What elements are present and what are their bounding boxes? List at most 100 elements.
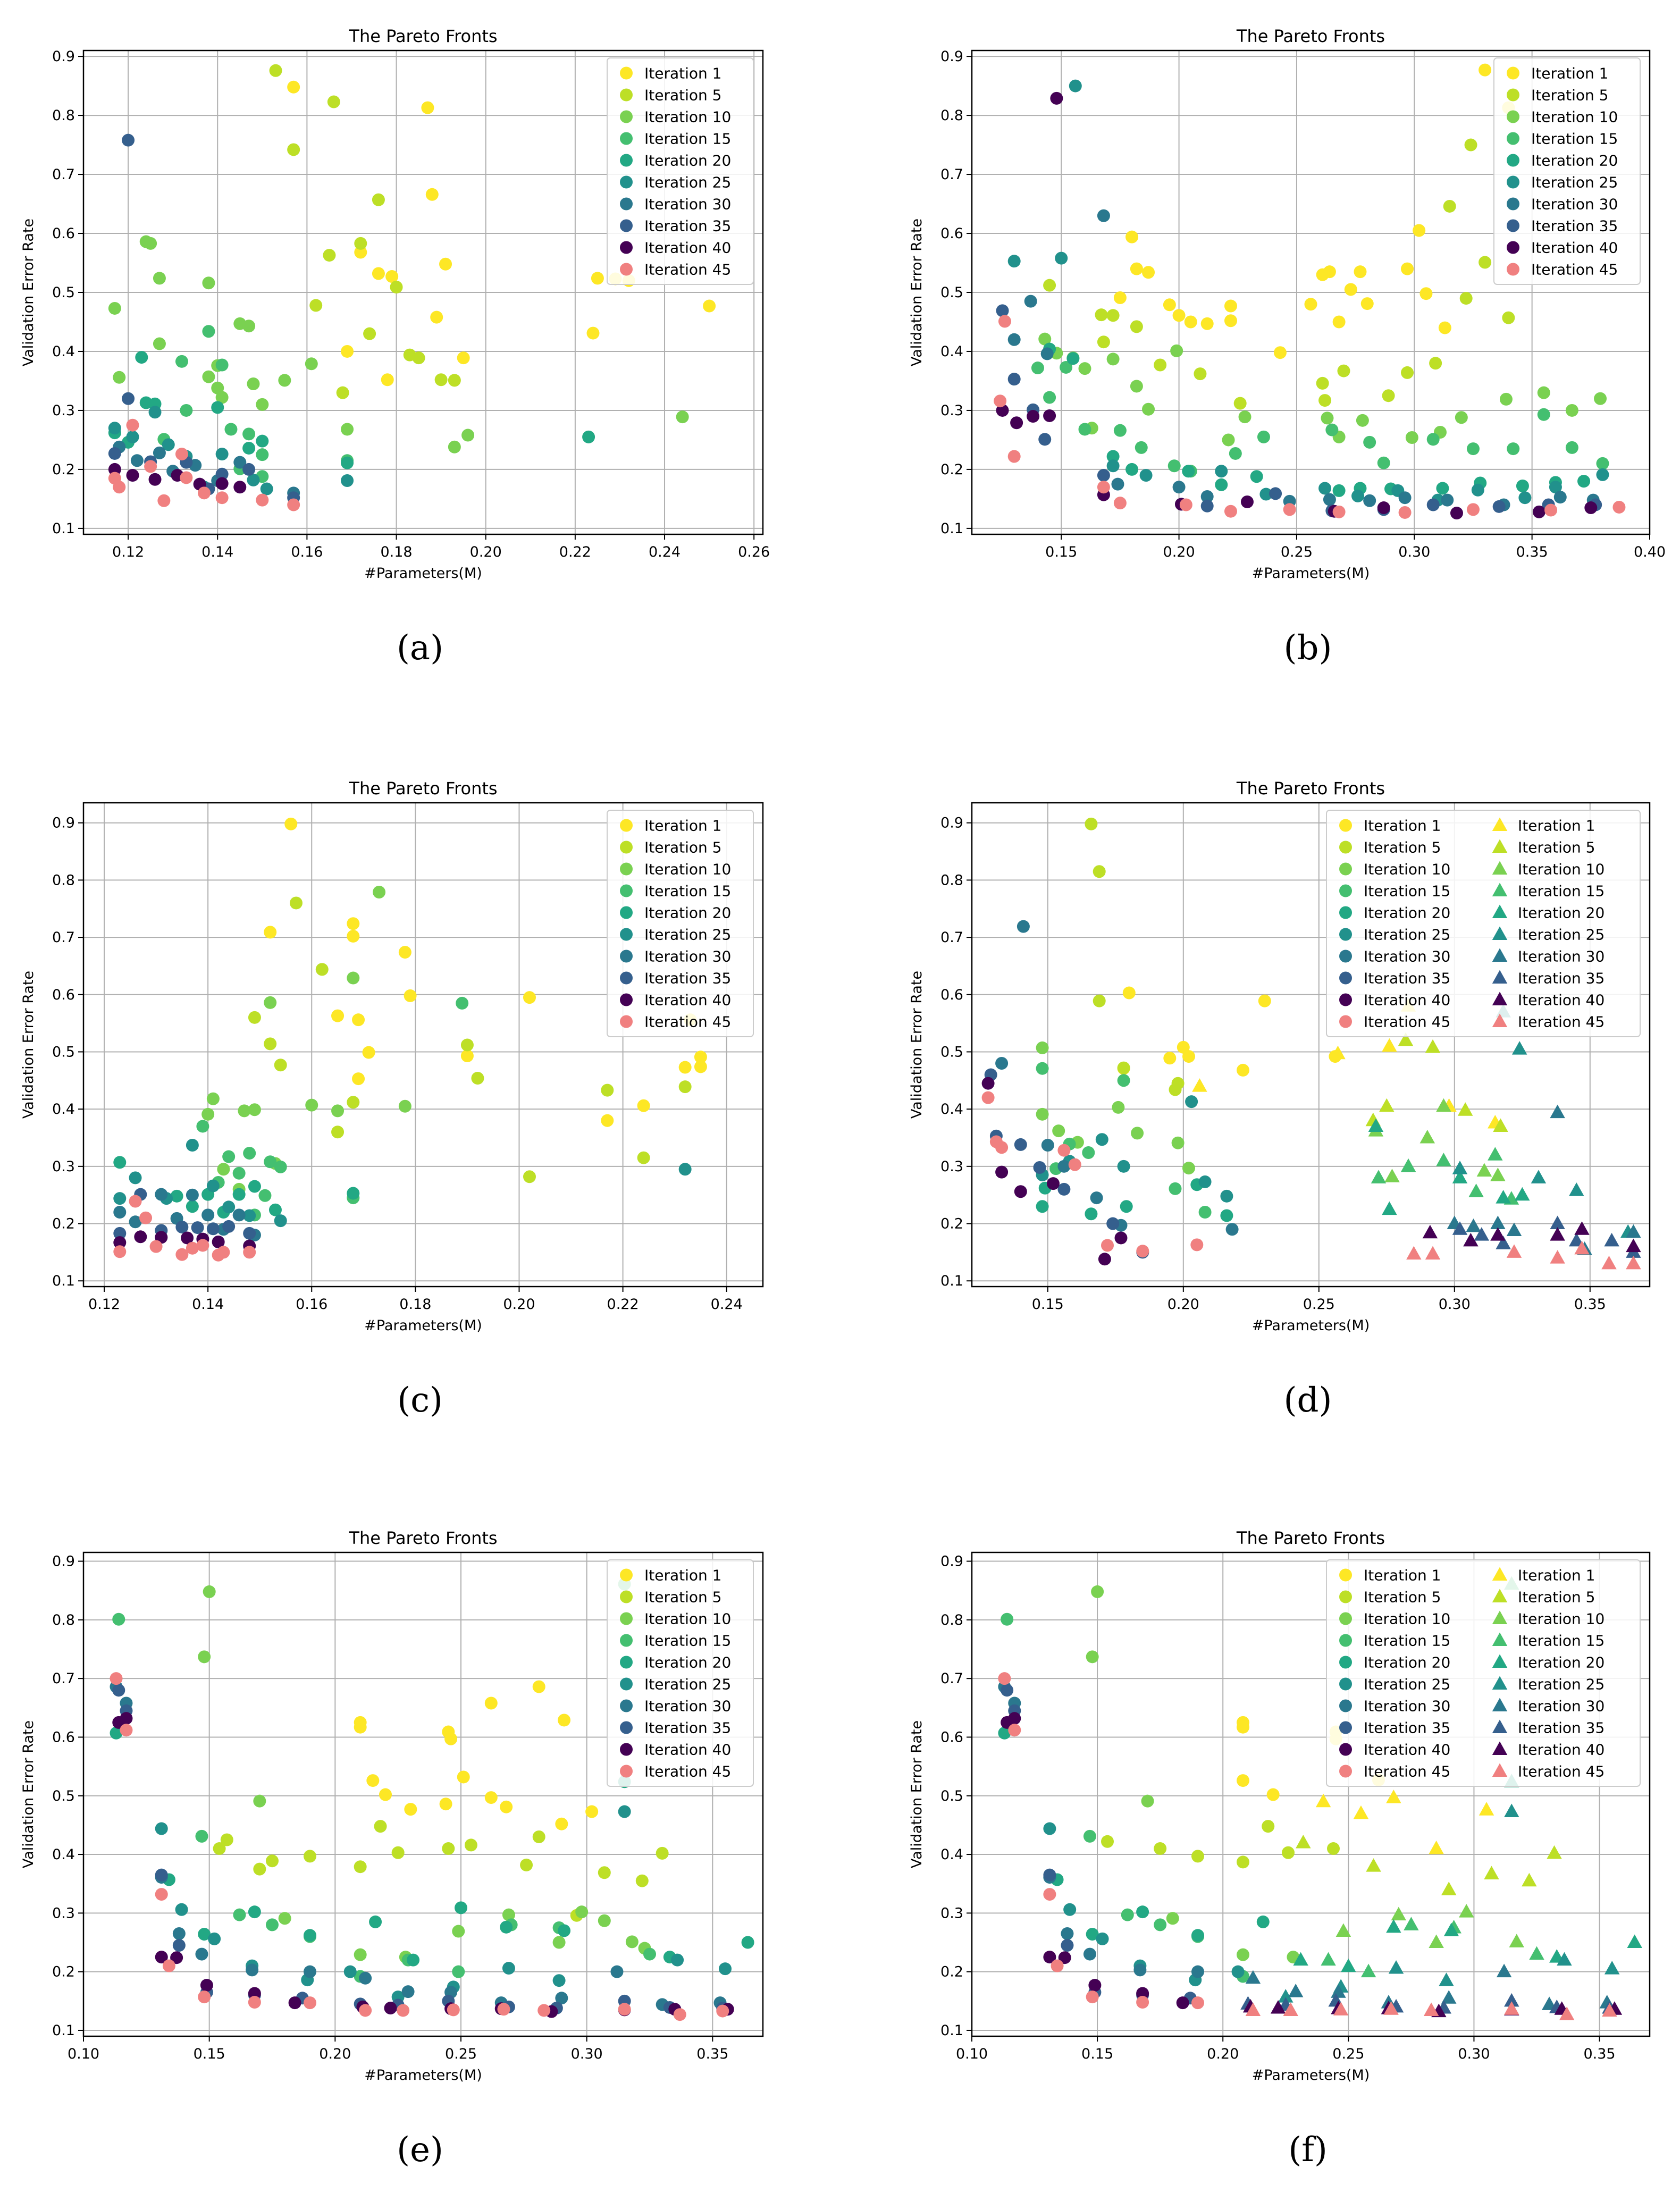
x-tick-label: 0.12 — [88, 1296, 120, 1313]
data-point — [264, 1037, 277, 1051]
data-point — [1266, 1788, 1280, 1801]
x-tick-label: 0.18 — [380, 544, 412, 560]
data-point — [1353, 1805, 1369, 1819]
data-point — [1007, 333, 1021, 346]
data-point — [213, 1842, 226, 1855]
data-point — [385, 270, 399, 283]
data-point — [1142, 402, 1155, 416]
data-point — [1185, 1095, 1198, 1108]
data-point — [523, 991, 536, 1004]
data-point — [1604, 1232, 1619, 1247]
data-point — [1425, 1039, 1441, 1053]
y-tick-label: 0.2 — [52, 1216, 75, 1232]
data-point — [1250, 470, 1263, 483]
data-point — [359, 1971, 372, 1985]
data-point — [1569, 1232, 1584, 1247]
data-point — [1229, 447, 1242, 460]
data-point — [1321, 1952, 1336, 1966]
series-iteration-5-circle — [213, 1820, 669, 1922]
series-iteration-45-triangle — [1406, 1240, 1641, 1270]
legend-item-iteration-5-circle: Iteration 5 — [620, 1589, 721, 1606]
legend-item-iteration-5-triangle: Iteration 5 — [1492, 1589, 1595, 1606]
legend-label: Iteration 15 — [1518, 1632, 1605, 1650]
data-point — [1278, 1989, 1293, 2003]
legend-label: Iteration 1 — [1518, 817, 1595, 835]
data-point — [484, 1697, 498, 1710]
legend-marker — [1339, 1568, 1352, 1582]
data-point — [1017, 920, 1030, 933]
chart-panel-1: 0.12 0.14 0.16 0.18 0.20 0.22 0.24 0.26 0.1 0.2 0.… — [20, 26, 770, 668]
data-point — [305, 1098, 318, 1112]
data-point — [248, 1905, 261, 1919]
data-point — [434, 373, 448, 387]
legend-label: Iteration 25 — [1518, 926, 1605, 944]
chart-title: The Pareto Fronts — [1236, 1528, 1385, 1548]
data-point — [1377, 456, 1390, 469]
legend-marker — [1492, 970, 1508, 984]
data-point — [212, 1236, 225, 1248]
x-tick-label: 0.15 — [194, 2046, 225, 2062]
legend: Iteration 1 Iteration 5 Iteration 10 Iterat… — [607, 1559, 754, 1787]
data-point — [1043, 1951, 1056, 1964]
data-point — [113, 1192, 127, 1205]
data-point — [155, 1888, 168, 1901]
legend-label: Iteration 35 — [644, 1719, 731, 1737]
data-point — [347, 1187, 360, 1200]
data-point — [1557, 1952, 1572, 1966]
data-point — [401, 1985, 415, 1998]
data-point — [1422, 1224, 1438, 1239]
data-point — [248, 1180, 261, 1193]
data-point — [175, 1221, 189, 1233]
data-point — [155, 1822, 168, 1835]
data-point — [331, 1009, 345, 1022]
x-tick-label: 0.20 — [1163, 544, 1195, 560]
data-point — [471, 1072, 484, 1085]
data-point — [1484, 1866, 1499, 1879]
data-point — [1063, 1903, 1077, 1916]
x-tick-label: 0.25 — [445, 2046, 477, 2062]
y-tick-label: 0.4 — [52, 1101, 75, 1118]
data-point — [1594, 392, 1607, 405]
y-tick-label: 0.5 — [940, 1788, 963, 1804]
data-point — [1036, 1107, 1049, 1121]
series-iteration-10-triangle — [1335, 1904, 1524, 1949]
data-point — [246, 1963, 259, 1977]
y-tick-label: 0.2 — [52, 461, 75, 478]
legend-marker — [1492, 1610, 1508, 1624]
legend-marker — [1492, 926, 1508, 940]
plot-frame — [971, 1551, 1651, 2037]
legend-label: Iteration 45 — [644, 261, 731, 279]
data-point — [601, 1114, 614, 1127]
plot-frame — [82, 802, 764, 1288]
data-point — [224, 423, 238, 436]
data-point — [374, 1820, 387, 1833]
data-point — [447, 2003, 460, 2017]
y-axis-label: Validation Error Rate — [909, 1720, 925, 1868]
legend-label: Iteration 20 — [644, 904, 731, 922]
chart-title: The Pareto Fronts — [348, 1528, 497, 1548]
data-point — [1093, 865, 1106, 878]
legend-item-iteration-1-triangle: Iteration 1 — [1492, 817, 1595, 835]
y-tick-label: 0.7 — [940, 166, 963, 183]
data-point — [373, 886, 386, 898]
data-point — [1096, 1932, 1109, 1945]
data-point — [1083, 1947, 1096, 1961]
data-point — [1479, 1802, 1494, 1816]
x-tick-label: 0.10 — [956, 2046, 988, 2062]
data-point — [1113, 424, 1127, 437]
y-tick-label: 0.9 — [52, 48, 75, 65]
y-tick-label: 0.3 — [52, 1158, 75, 1175]
data-point — [135, 351, 148, 364]
data-point — [1318, 394, 1332, 407]
data-point — [196, 1239, 209, 1252]
data-point — [256, 493, 269, 507]
legend-item-iteration-40-circle: Iteration 40 — [620, 1741, 731, 1759]
data-point — [1125, 463, 1139, 476]
legend-item-iteration-30-circle: Iteration 30 — [620, 196, 731, 213]
data-point — [1085, 817, 1098, 830]
data-point — [618, 2003, 631, 2016]
data-point — [1136, 1987, 1149, 2000]
data-point — [287, 498, 300, 511]
legend-item-iteration-15-circle: Iteration 15 — [1339, 883, 1450, 900]
data-point — [369, 1915, 382, 1928]
